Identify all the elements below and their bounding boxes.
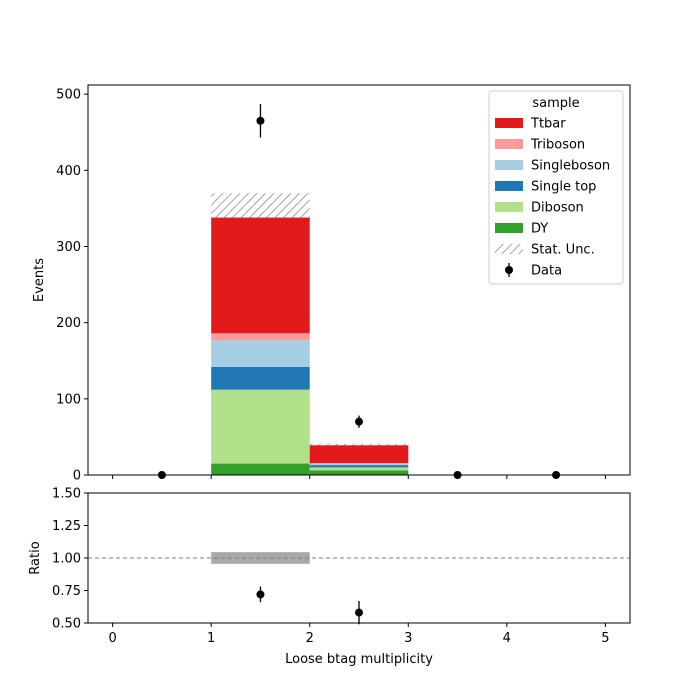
legend-dy-swatch <box>495 223 523 233</box>
legend-diboson-swatch <box>495 202 523 212</box>
ratio-y-tick-label: 1.25 <box>52 519 81 534</box>
legend-data-marker <box>505 266 513 274</box>
main-panel: 0 100 200 300 400 500 Events sample Ttbar Triboso… <box>32 84 631 484</box>
legend-dy-label: DY <box>531 222 548 237</box>
bar-diboson <box>211 389 310 464</box>
y-tick-label: 100 <box>56 392 81 407</box>
bar-ttbar <box>211 217 310 334</box>
legend-data-label: Data <box>531 264 562 279</box>
bar-singleboson <box>211 340 310 367</box>
ratio-y-tick-label: 0.75 <box>52 584 81 599</box>
legend-stat-unc-swatch <box>495 244 523 254</box>
ratio-panel: 0.50 0.75 1.00 1.25 1.50 0 1 2 3 4 5 Ratio Loose bta… <box>28 487 631 667</box>
x-axis-label: Loose btag multiplicity <box>285 652 433 667</box>
ratio-y-tick-label: 0.50 <box>52 617 81 632</box>
legend-stat-unc-label: Stat. Unc. <box>531 243 595 258</box>
x-tick-label: 2 <box>306 631 314 646</box>
legend-triboson-label: Triboson <box>530 138 585 153</box>
legend-single-top-label: Single top <box>531 180 596 195</box>
x-tick-label: 3 <box>404 631 412 646</box>
y-axis-label: Events <box>32 258 47 302</box>
data-point <box>355 417 363 426</box>
data-point <box>256 116 265 125</box>
x-tick-label: 4 <box>503 631 511 646</box>
bar-singleboson <box>309 463 409 466</box>
bar-ttbar <box>309 444 409 464</box>
bar-dy <box>211 463 310 475</box>
legend-singleboson-swatch <box>495 160 523 170</box>
y-tick-label: 400 <box>56 164 81 179</box>
legend-ttbar-label: Ttbar <box>530 117 566 132</box>
legend: sample Ttbar Triboson Singleboson Single top… <box>488 90 624 285</box>
ratio-y-tick-label: 1.50 <box>52 487 81 502</box>
ratio-unc-band <box>211 552 310 564</box>
y-tick-label: 300 <box>56 240 81 255</box>
y-tick-label: 0 <box>73 469 81 484</box>
stat-unc-band <box>309 443 409 446</box>
bar-triboson <box>211 333 310 341</box>
bar-single-top <box>211 366 310 390</box>
bar-dy <box>309 470 409 475</box>
legend-singleboson-label: Singleboson <box>531 159 610 174</box>
bar-single-top <box>309 465 409 468</box>
legend-ttbar-swatch <box>495 118 523 128</box>
x-tick-label: 5 <box>601 631 609 646</box>
legend-title: sample <box>532 96 579 111</box>
ratio-point <box>355 608 363 617</box>
ratio-point <box>256 590 265 599</box>
ratio-y-axis-label: Ratio <box>28 541 43 574</box>
legend-triboson-swatch <box>495 139 523 149</box>
x-tick-label: 1 <box>207 631 215 646</box>
y-tick-label: 200 <box>56 316 81 331</box>
stat-unc-band <box>211 193 310 218</box>
y-tick-label: 500 <box>56 88 81 103</box>
legend-single-top-swatch <box>495 181 523 191</box>
x-tick-label: 0 <box>108 631 116 646</box>
bar-diboson <box>309 467 409 471</box>
legend-diboson-label: Diboson <box>531 201 584 216</box>
main-axes-frame <box>87 84 631 476</box>
ratio-y-tick-label: 1.00 <box>52 552 81 567</box>
